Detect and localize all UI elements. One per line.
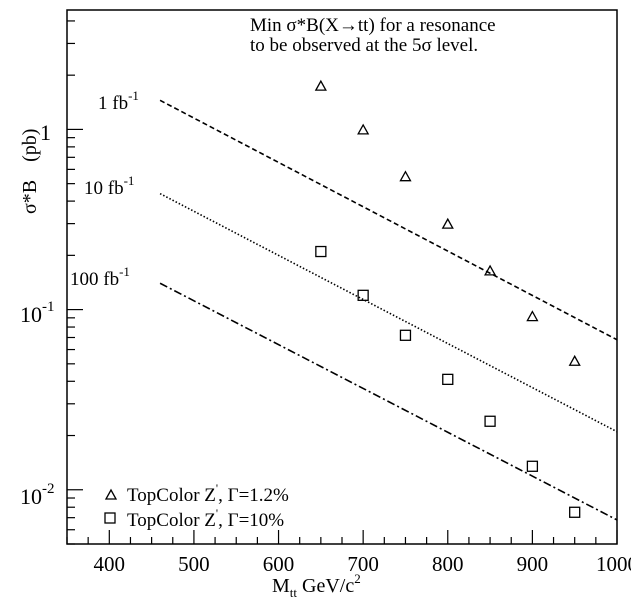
x-tick-label: 1000 — [596, 552, 631, 576]
x-tick-label: 800 — [432, 552, 464, 576]
y-tick-label-0.1: 10-1 — [20, 299, 55, 327]
y-tick-label-0.01: 10-2 — [20, 481, 55, 509]
triangle-point — [314, 79, 327, 91]
luminosity-lines — [159, 99, 618, 521]
triangle-point — [357, 123, 370, 135]
y-axis: 1 10-1 10-2 — [20, 20, 83, 545]
plot-frame — [66, 9, 618, 545]
triangle-point — [526, 310, 539, 322]
legend: TopColor Z', Γ=1.2% TopColor Z', Γ=10% — [104, 481, 289, 531]
square-point — [526, 460, 539, 472]
square-point — [442, 373, 454, 386]
x-tick-label: 600 — [263, 552, 295, 576]
x-tick-label: 400 — [94, 552, 126, 576]
data-markers — [314, 79, 581, 518]
triangle-point — [441, 217, 454, 229]
y-axis-title: σ*B(pb) — [19, 129, 41, 214]
x-tick-label: 700 — [347, 552, 379, 576]
line-label-100fb: 100 fb-1 — [70, 264, 130, 290]
reach-line-0 — [159, 99, 618, 341]
triangle-point — [483, 264, 497, 276]
legend-entry-2: TopColor Z', Γ=10% — [127, 506, 284, 531]
square-point — [357, 289, 369, 301]
triangle-point — [399, 170, 412, 182]
line-label-1fb: 1 fb-1 — [98, 88, 139, 114]
x-axis-title: Mtt GeV/c2 — [272, 571, 361, 599]
legend-triangle-marker — [104, 488, 118, 500]
triangle-point — [568, 354, 581, 366]
reach-line-2 — [159, 282, 618, 521]
square-point — [315, 245, 327, 258]
y-tick-label-1: 1 — [40, 120, 51, 145]
square-point — [569, 506, 581, 518]
y-tick-label-0.1-exp: -1 — [42, 299, 55, 315]
x-axis: 400 500 600 700 800 900 1000 — [66, 530, 631, 576]
x-tick-label: 900 — [517, 552, 549, 576]
annotation-line-1: Min σ*B(X→tt) for a resonance — [250, 15, 496, 36]
square-point — [484, 415, 496, 427]
y-tick-label-0.01-exp: -2 — [42, 481, 55, 497]
line-label-10fb: 10 fb-1 — [84, 173, 134, 199]
square-point — [399, 329, 412, 341]
reach-line-1 — [159, 192, 618, 433]
y-tick-label-0.1-base: 10 — [20, 302, 42, 327]
legend-square-marker — [104, 512, 116, 524]
x-tick-label: 500 — [178, 552, 210, 576]
legend-entry-1: TopColor Z', Γ=1.2% — [127, 481, 289, 506]
y-tick-label-0.01-base: 10 — [20, 484, 42, 509]
annotation-line-2: to be observed at the 5σ level. — [250, 35, 478, 56]
